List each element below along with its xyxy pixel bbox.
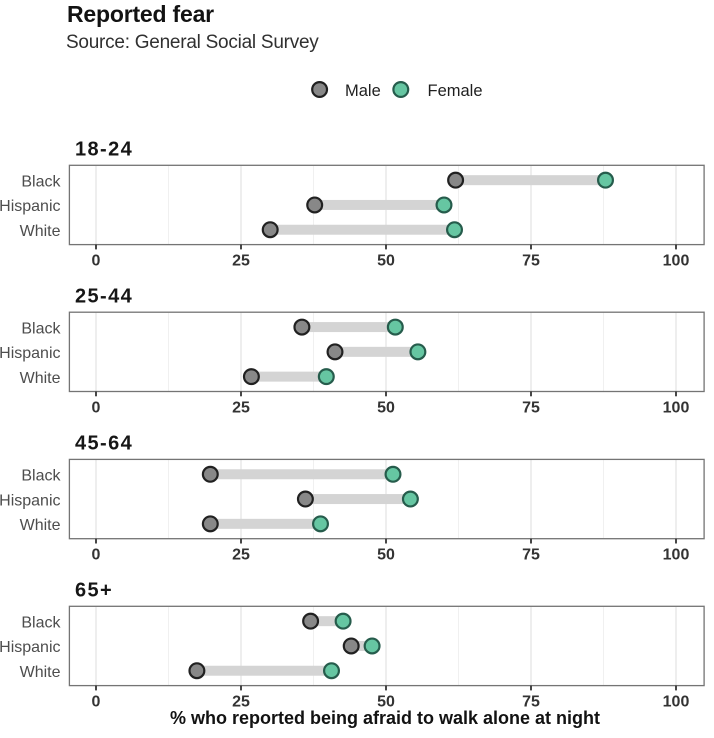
svg-text:White: White	[20, 517, 61, 534]
svg-text:Black: Black	[21, 614, 61, 631]
svg-text:75: 75	[522, 547, 540, 564]
svg-text:50: 50	[377, 547, 395, 564]
svg-text:25: 25	[232, 694, 250, 711]
svg-text:Hispanic: Hispanic	[0, 345, 61, 362]
svg-text:25: 25	[232, 253, 250, 270]
svg-text:100: 100	[663, 400, 690, 417]
svg-text:Hispanic: Hispanic	[0, 639, 61, 656]
svg-text:Hispanic: Hispanic	[0, 198, 61, 215]
svg-text:25: 25	[232, 400, 250, 417]
svg-text:75: 75	[522, 400, 540, 417]
svg-text:Reported fear: Reported fear	[67, 1, 214, 27]
svg-text:0: 0	[92, 547, 101, 564]
svg-text:Source: General Social Survey: Source: General Social Survey	[66, 32, 319, 53]
svg-text:100: 100	[663, 694, 690, 711]
svg-text:50: 50	[377, 253, 395, 270]
svg-text:Black: Black	[21, 320, 61, 337]
svg-text:45-64: 45-64	[75, 433, 133, 455]
svg-text:White: White	[20, 370, 61, 387]
svg-text:25-44: 25-44	[75, 286, 133, 308]
svg-text:Black: Black	[21, 467, 61, 484]
svg-text:100: 100	[663, 547, 690, 564]
svg-text:Black: Black	[21, 173, 61, 190]
svg-text:0: 0	[92, 253, 101, 270]
svg-text:65+: 65+	[75, 580, 113, 602]
svg-text:75: 75	[522, 253, 540, 270]
svg-text:White: White	[20, 223, 61, 240]
svg-text:25: 25	[232, 547, 250, 564]
svg-text:Male: Male	[345, 82, 381, 100]
svg-text:100: 100	[663, 253, 690, 270]
svg-text:75: 75	[522, 694, 540, 711]
svg-text:Female: Female	[428, 82, 483, 100]
svg-text:50: 50	[377, 694, 395, 711]
svg-text:0: 0	[92, 400, 101, 417]
svg-text:0: 0	[92, 694, 101, 711]
svg-text:Hispanic: Hispanic	[0, 492, 61, 509]
svg-text:White: White	[20, 664, 61, 681]
svg-text:18-24: 18-24	[75, 139, 133, 161]
svg-text:% who reported being afraid to: % who reported being afraid to walk alon…	[170, 708, 600, 728]
svg-text:50: 50	[377, 400, 395, 417]
